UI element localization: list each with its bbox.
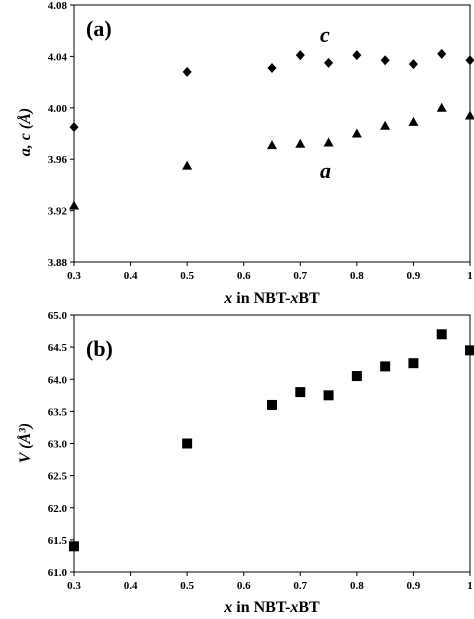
panel-a-y-ticks: 3.88 3.92 3.96 4.00 4.04 4.08	[48, 0, 74, 269]
panel-a: 3.88 3.92 3.96 4.00 4.04 4.08 0.3 0.4 0.5 0.6 0.7…	[16, 0, 474, 307]
panel-a-x-axis-label: x in NBT-xBT	[223, 290, 320, 307]
panel-b-x-tick-label: 0.6	[237, 580, 251, 592]
panel-a-y-tick-label: 3.92	[48, 206, 68, 218]
panel-a-x-axis-label-tail: BT	[298, 290, 320, 307]
panel-a-x-tick-label: 1	[467, 270, 473, 282]
panel-a-frame	[73, 4, 471, 263]
panel-a-y-tick-label: 3.96	[48, 154, 68, 166]
data-point-v	[295, 387, 306, 398]
data-point-c	[408, 59, 418, 70]
panel-b-y-tick-label: 62.5	[48, 471, 68, 483]
data-point-a	[408, 116, 419, 126]
panel-a-y-tick-label: 4.00	[48, 103, 68, 115]
panel-b-frame	[73, 314, 471, 573]
data-point-v	[182, 438, 193, 449]
panel-b-y-tick-label: 64.5	[48, 342, 68, 354]
panel-a-y-tick-label: 4.08	[48, 0, 68, 12]
panel-a-y-tick-label: 4.04	[48, 51, 68, 63]
panel-b-y-tick-label: 62.0	[48, 503, 68, 515]
panel-b-y-tick-label: 64.0	[48, 374, 68, 386]
panel-a-x-tick-label: 0.4	[124, 270, 138, 282]
data-point-v	[408, 358, 419, 369]
panel-b: 61.0 61.5 62.0 62.5 63.0 63.5 64.0 64.5 65.0 0.3…	[16, 310, 474, 616]
panel-a-x-axis-label-var: x	[223, 290, 232, 307]
panel-b-x-tick-label: 0.9	[407, 580, 421, 592]
data-point-v	[465, 345, 474, 356]
data-point-c	[69, 122, 79, 133]
panel-a-x-tick-label: 0.6	[237, 270, 251, 282]
data-point-c	[352, 50, 362, 61]
data-point-c	[465, 55, 474, 66]
panel-b-y-axis-label: V (Å³)	[16, 423, 34, 464]
panel-b-y-tick-label: 61.0	[48, 567, 68, 579]
data-point-a	[380, 120, 391, 130]
data-point-a	[351, 128, 362, 138]
panel-b-x-tick-label: 0.7	[293, 580, 307, 592]
panel-a-x-axis-label-mid: in NBT-	[232, 290, 290, 307]
panel-b-x-ticks: 0.3 0.4 0.5 0.6 0.7 0.8 0.9 1	[67, 572, 473, 592]
data-point-a	[267, 140, 277, 150]
data-point-c	[437, 48, 447, 59]
data-point-v	[351, 371, 362, 382]
panel-a-x-tick-label: 0.9	[407, 270, 421, 282]
panel-b-marks	[69, 329, 474, 552]
panel-b-x-tick-label: 0.8	[350, 580, 364, 592]
data-point-c	[295, 50, 305, 61]
data-point-v	[69, 541, 79, 552]
panel-b-x-tick-label: 0.5	[180, 580, 194, 592]
panel-a-x-tick-label: 0.7	[293, 270, 307, 282]
panel-b-y-tick-label: 61.5	[48, 535, 68, 547]
data-point-c	[324, 57, 334, 68]
data-point-v	[267, 399, 277, 410]
data-point-a	[69, 200, 79, 210]
panel-b-y-tick-label: 65.0	[48, 310, 68, 322]
panel-a-x-tick-label: 0.8	[350, 270, 364, 282]
panel-a-y-tick-label: 3.88	[48, 257, 68, 269]
data-point-a	[295, 138, 306, 148]
data-point-c	[380, 55, 390, 66]
panel-b-x-axis-label-mid: in NBT-	[232, 599, 290, 616]
panel-b-label: (b)	[86, 336, 113, 361]
panel-b-x-tick-label: 0.3	[67, 580, 81, 592]
panel-b-y-ticks: 61.0 61.5 62.0 62.5 63.0 63.5 64.0 64.5 65.0	[48, 310, 74, 579]
panel-a-x-tick-label: 0.3	[67, 270, 81, 282]
panel-b-x-tick-label: 1	[467, 580, 473, 592]
data-point-v	[323, 390, 334, 401]
panel-b-x-axis-label-var: x	[223, 599, 232, 616]
series-label-c: c	[320, 22, 330, 47]
panel-a-label: (a)	[86, 16, 112, 41]
panel-b-x-axis-label: x in NBT-xBT	[223, 599, 320, 616]
data-point-a	[436, 102, 447, 112]
data-point-a	[465, 110, 474, 120]
series-label-a: a	[320, 158, 331, 183]
panel-a-x-tick-label: 0.5	[180, 270, 194, 282]
panel-a-marks	[69, 48, 474, 210]
panel-b-y-tick-label: 63.5	[48, 406, 68, 418]
data-point-v	[436, 329, 447, 340]
data-point-c	[182, 66, 192, 77]
panel-b-x-tick-label: 0.4	[124, 580, 138, 592]
panel-b-x-axis-label-tail: BT	[298, 599, 320, 616]
data-point-v	[380, 361, 391, 372]
data-point-c	[267, 62, 277, 73]
data-point-a	[323, 137, 334, 147]
panel-b-x-axis-label-var2: x	[289, 599, 298, 616]
panel-b-y-tick-label: 63.0	[48, 439, 68, 451]
panel-a-y-axis-label: a, c (Å)	[16, 108, 34, 156]
panel-a-x-ticks: 0.3 0.4 0.5 0.6 0.7 0.8 0.9 1	[67, 262, 473, 282]
data-point-a	[182, 160, 193, 170]
panel-a-x-axis-label-var2: x	[289, 290, 298, 307]
